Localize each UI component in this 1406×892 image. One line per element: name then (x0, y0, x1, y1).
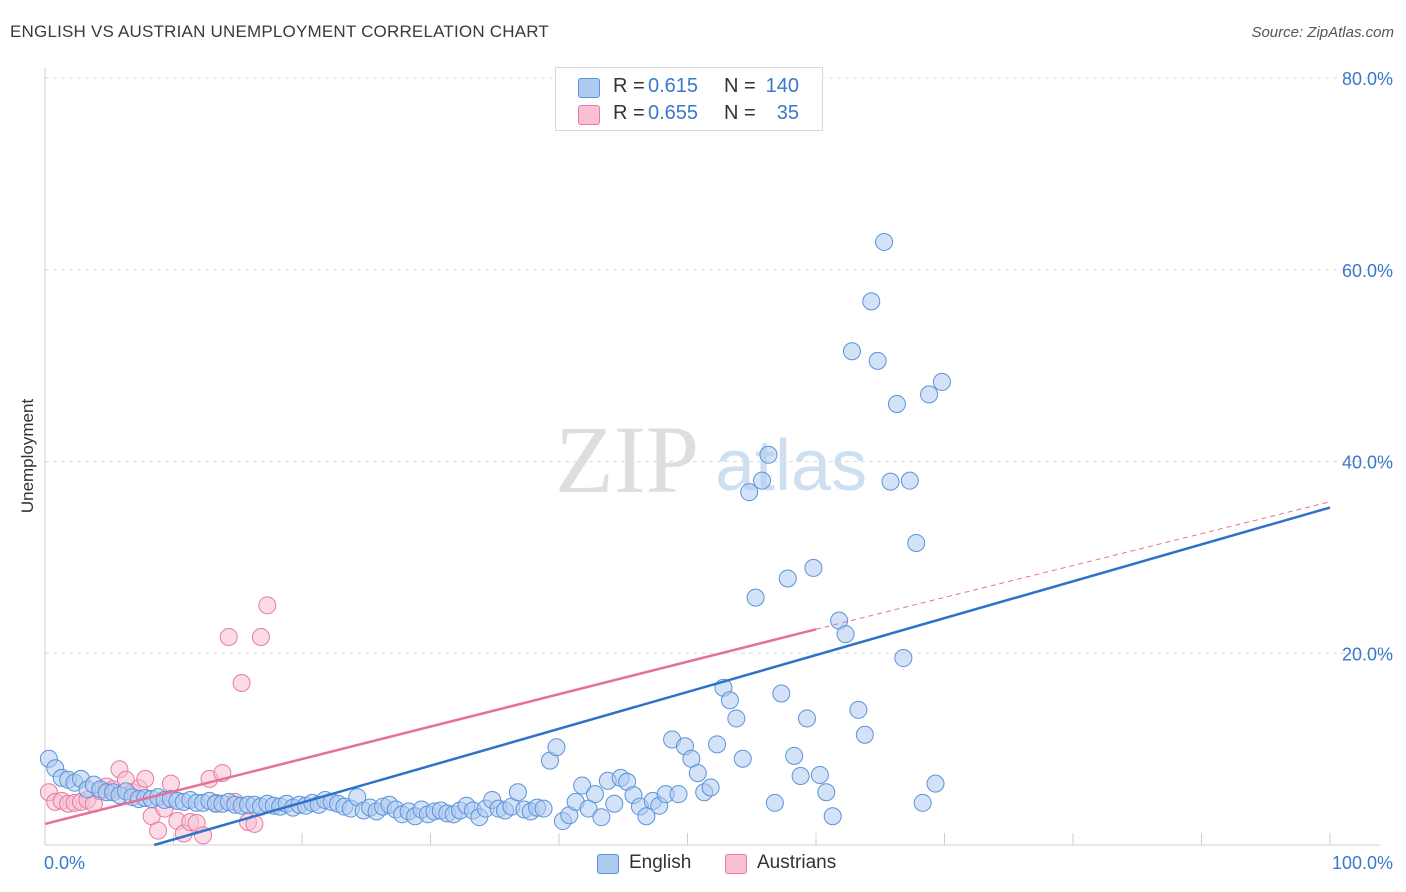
english-point (868, 351, 887, 370)
x-tick-label: 100.0% (1332, 853, 1393, 873)
english-point (798, 709, 817, 728)
legend-row-austrians: R = 0.655 N = 35 (556, 101, 822, 129)
english-point (637, 807, 656, 826)
english-point (759, 445, 778, 464)
y-tick-label: 40.0% (1342, 453, 1393, 473)
austrians-regression-extrapolation (815, 501, 1331, 630)
english-point (765, 793, 784, 812)
correlation-legend: R = 0.615 N = 140 R = 0.655 N = 35 (555, 67, 823, 131)
english-point (862, 292, 881, 311)
bottom-legend-swatch-english (597, 854, 619, 874)
english-point (772, 684, 791, 703)
english-point (920, 385, 939, 404)
legend-r-value: 0.615 (648, 75, 699, 97)
english-point (875, 232, 894, 251)
legend-r-label: R = (613, 75, 645, 97)
x-tick-label: 0.0% (44, 853, 85, 873)
english-point (733, 749, 752, 768)
english-point (785, 746, 804, 765)
austrians-point (136, 769, 155, 788)
chart-title: ENGLISH VS AUSTRIAN UNEMPLOYMENT CORRELA… (10, 22, 549, 41)
english-point (508, 783, 527, 802)
english-point (817, 783, 836, 802)
y-tick-label: 20.0% (1342, 644, 1393, 664)
english-point (791, 766, 810, 785)
english-point (926, 774, 945, 793)
english-point (605, 794, 624, 813)
legend-n-value: 35 (776, 102, 799, 124)
watermark-atlas: atlas (715, 426, 867, 506)
bottom-legend-label-english: English (629, 852, 692, 873)
point-layer (39, 232, 951, 845)
english-point (907, 533, 926, 552)
english-point (913, 793, 932, 812)
austrians-point (232, 673, 251, 692)
english-point (708, 735, 727, 754)
english-point (547, 738, 566, 757)
tick-layer: 20.0% 40.0% 60.0% 80.0% 0.0% 100.0% (44, 69, 1393, 873)
legend-r-value: 0.655 (648, 102, 699, 124)
y-tick-label: 60.0% (1342, 261, 1393, 281)
legend-row-english: R = 0.615 N = 140 (556, 74, 822, 102)
english-point (746, 588, 765, 607)
english-point (836, 625, 855, 644)
austrians-point (149, 821, 168, 840)
english-point (701, 778, 720, 797)
english-point (534, 799, 553, 818)
bottom-legend-swatch-austrians (725, 854, 747, 874)
english-point (894, 649, 913, 668)
english-point (887, 394, 906, 413)
english-point (932, 372, 951, 391)
english-point (842, 342, 861, 361)
english-point (669, 785, 688, 804)
english-point (804, 558, 823, 577)
watermark-zip: ZIP (555, 406, 699, 513)
english-point (592, 808, 611, 827)
austrians-point (258, 596, 277, 615)
y-tick-label: 80.0% (1342, 69, 1393, 89)
english-point (688, 764, 707, 783)
english-point (900, 471, 919, 490)
legend-swatch-english (578, 78, 600, 98)
line-layer (44, 501, 1331, 847)
austrians-point (251, 627, 270, 646)
english-point (881, 472, 900, 491)
english-point (585, 785, 604, 804)
legend-swatch-austrians (578, 105, 600, 125)
bottom-legend-label-austrians: Austrians (757, 852, 837, 873)
austrians-point (219, 627, 238, 646)
english-point (810, 766, 829, 785)
english-point (720, 691, 739, 710)
english-point (778, 569, 797, 588)
legend-n-label: N = (724, 102, 756, 124)
english-point (753, 471, 772, 490)
english-point (740, 483, 759, 502)
english-point (727, 709, 746, 728)
english-point (823, 807, 842, 826)
english-point (849, 700, 868, 719)
english-regression-line (153, 506, 1331, 847)
legend-n-value: 140 (765, 75, 799, 97)
english-point (855, 725, 874, 744)
legend-r-label: R = (613, 102, 645, 124)
austrians-regression-line (44, 628, 817, 826)
english-point (573, 776, 592, 795)
legend-n-label: N = (724, 75, 756, 97)
chart-source: Source: ZipAtlas.com (1251, 24, 1394, 41)
